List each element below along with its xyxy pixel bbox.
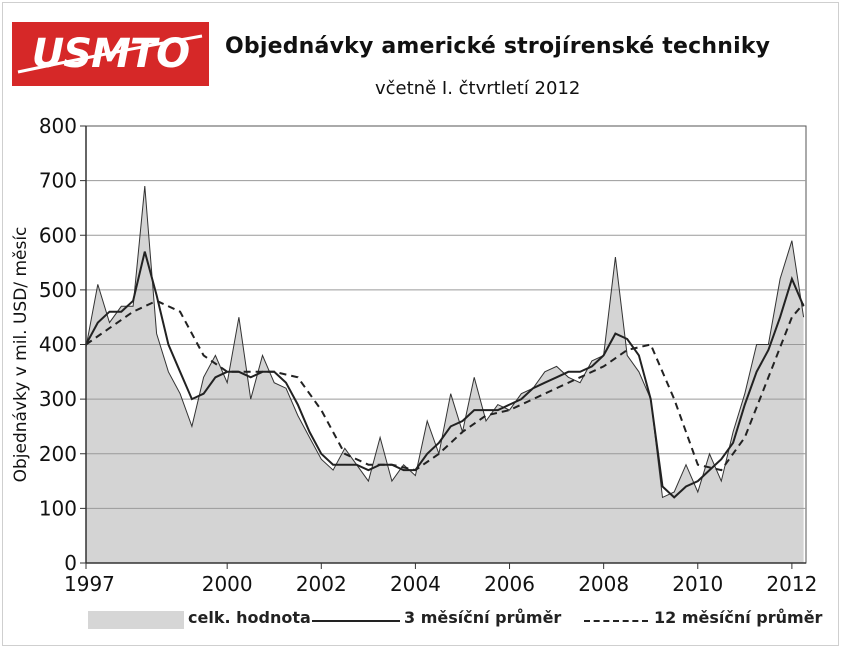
chart-title: Objednávky americké strojírenské technik… bbox=[225, 34, 771, 59]
series-line-avg3 bbox=[85, 251, 805, 499]
legend-label-avg12: 12 měsíční průměr bbox=[654, 608, 823, 627]
tick-label-y-200: 200 bbox=[39, 442, 77, 466]
tick-label-x-2006: 2006 bbox=[484, 572, 535, 596]
tick-label-y-300: 300 bbox=[39, 387, 77, 411]
legend-swatch-total bbox=[88, 611, 184, 629]
logo-swoosh bbox=[17, 34, 203, 74]
legend-label-avg3: 3 měsíční průměr bbox=[404, 608, 562, 627]
axis-label-y: Objednávky v mil. USD/ měsíc bbox=[11, 227, 31, 483]
tick-label-y-800: 800 bbox=[39, 114, 77, 138]
tick-label-x-2002: 2002 bbox=[296, 572, 347, 596]
series-line-total bbox=[85, 186, 805, 499]
legend-line-avg12 bbox=[584, 620, 648, 622]
tick-label-x-1997: 1997 bbox=[64, 572, 115, 596]
tick-label-x-2012: 2012 bbox=[766, 572, 817, 596]
tick-label-x-2000: 2000 bbox=[202, 572, 253, 596]
tick-label-x-2010: 2010 bbox=[672, 572, 723, 596]
chart-subtitle: včetně I. čtvrtletí 2012 bbox=[375, 78, 581, 99]
series-line-avg12 bbox=[85, 299, 805, 472]
tick-label-y-500: 500 bbox=[39, 278, 77, 302]
tick-label-x-2004: 2004 bbox=[390, 572, 441, 596]
legend-label-total: celk. hodnota bbox=[188, 608, 311, 627]
tick-label-x-2008: 2008 bbox=[578, 572, 629, 596]
tick-label-y-100: 100 bbox=[39, 496, 77, 520]
legend-line-avg3 bbox=[312, 620, 400, 622]
legend: celk. hodnota 3 měsíční průměr 12 měsíčn… bbox=[88, 605, 830, 635]
tick-label-y-700: 700 bbox=[39, 169, 77, 193]
tick-label-y-400: 400 bbox=[39, 333, 77, 357]
usmto-logo: USMTO bbox=[12, 22, 209, 86]
tick-label-y-600: 600 bbox=[39, 223, 77, 247]
tick-label-y-0: 0 bbox=[64, 551, 77, 575]
series-area-total bbox=[86, 186, 804, 563]
